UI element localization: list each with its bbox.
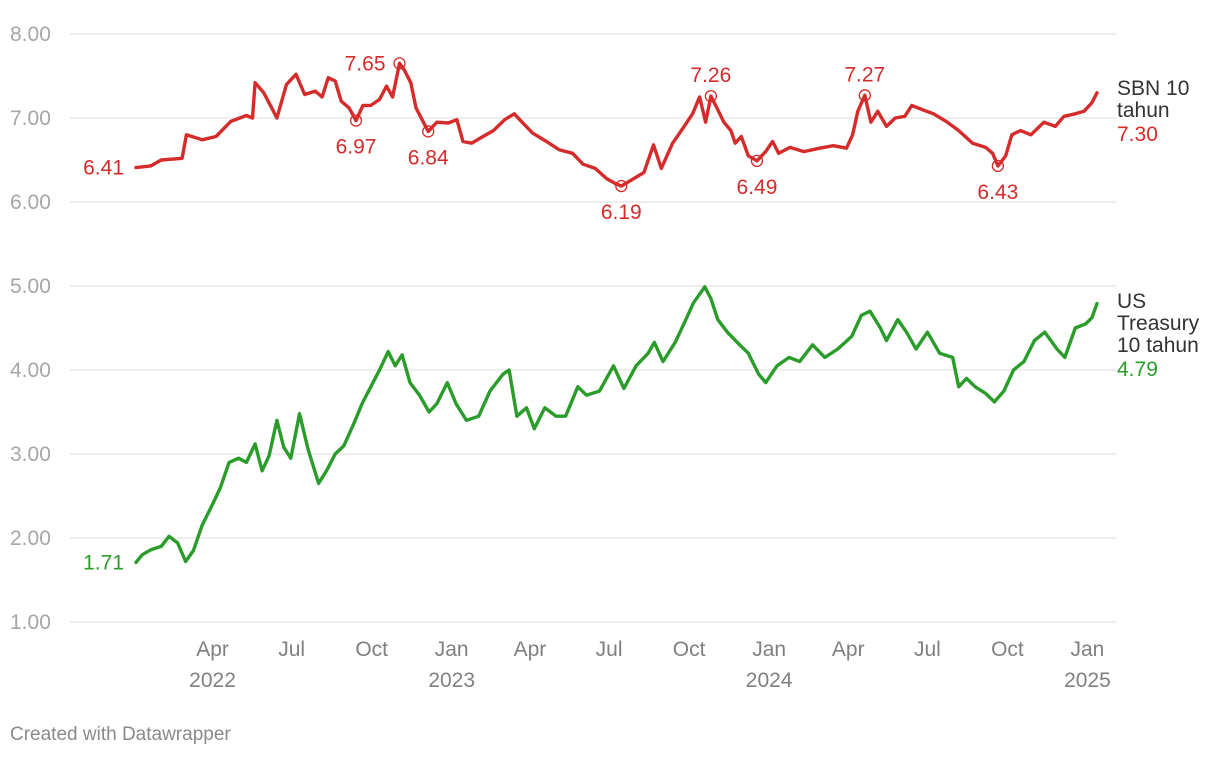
y-tick-label: 7.00	[10, 107, 51, 130]
credit-text: Created with Datawrapper	[10, 724, 231, 745]
y-tick-label: 5.00	[10, 275, 51, 298]
y-tick-label: 2.00	[10, 527, 51, 550]
x-tick-label: Apr	[832, 638, 865, 661]
x-axis: Apr 2022 Jul Oct Jan 2023 Apr Jul Oct Jan 2024 Apr J…	[189, 638, 1111, 692]
y-tick-label: 6.00	[10, 191, 51, 214]
y-tick-label: 1.00	[10, 611, 51, 634]
x-tick-label: Oct	[673, 638, 706, 661]
x-tick-label: Apr	[514, 638, 547, 661]
x-tick-label: Apr	[196, 638, 229, 661]
annotation-label: 6.84	[408, 146, 449, 169]
y-tick-label: 4.00	[10, 359, 51, 382]
series-name-label: SBN 10	[1117, 77, 1189, 100]
annotation-marker	[393, 57, 406, 70]
y-tick-label: 3.00	[10, 443, 51, 466]
annotation-dot	[619, 184, 623, 188]
annotation-label: 6.19	[601, 201, 642, 224]
annotation-marker	[750, 154, 764, 167]
series-end-value: 7.30	[1117, 123, 1158, 146]
series-start-label: 6.41	[83, 157, 124, 180]
x-tick-label: Jan	[435, 638, 469, 661]
x-tick-label: Jul	[278, 638, 305, 661]
x-tick-year: 2025	[1064, 669, 1111, 692]
x-tick-year: 2022	[189, 669, 236, 692]
x-tick-label: Jan	[752, 638, 786, 661]
y-axis: 8.00 7.00 6.00 5.00 4.00 3.00 2.00 1.00	[10, 23, 51, 634]
annotation-marker	[615, 179, 628, 193]
annotation-dot	[426, 129, 430, 134]
annotation-label: 6.43	[977, 181, 1018, 204]
annotation-dot	[996, 164, 1000, 168]
y-tick-label: 8.00	[10, 23, 51, 46]
series-name-label: Treasury	[1117, 312, 1200, 335]
series-line	[134, 285, 1099, 565]
annotation-marker	[858, 89, 871, 102]
annotation-dot	[354, 118, 358, 123]
series-name-label: 10 tahun	[1117, 334, 1199, 357]
annotation-dot	[863, 93, 867, 97]
annotation-label: 6.49	[737, 176, 778, 199]
series-name-label: US	[1117, 290, 1146, 313]
x-tick-year: 2024	[746, 669, 793, 692]
x-tick-year: 2023	[428, 669, 475, 692]
annotation-dot	[755, 159, 759, 163]
annotation-dot	[397, 61, 402, 65]
annotation-label: 7.65	[345, 52, 386, 75]
x-tick-label: Jul	[914, 638, 941, 661]
series-line	[134, 61, 1099, 188]
gridlines	[70, 33, 1116, 623]
x-tick-label: Jul	[596, 638, 623, 661]
x-tick-label: Oct	[355, 638, 388, 661]
annotation-marker	[349, 114, 363, 127]
series-start-label: 1.71	[83, 551, 124, 574]
annotation-label: 7.26	[690, 64, 731, 87]
annotation-label: 6.97	[336, 136, 377, 159]
series-end-value: 4.79	[1117, 358, 1158, 381]
series-name-label: tahun	[1117, 99, 1170, 122]
x-tick-label: Oct	[991, 638, 1024, 661]
annotations: 6.97 7.65 6.84 6.19 7.26 6.49 7.27 6.43	[336, 52, 1019, 224]
annotation-label: 7.27	[844, 63, 885, 86]
annotation-marker	[704, 90, 718, 103]
annotation-dot	[709, 94, 713, 98]
annotation-marker	[991, 159, 1005, 173]
annotation-marker	[422, 125, 435, 138]
series-lines	[134, 61, 1099, 565]
x-tick-label: Jan	[1071, 638, 1105, 661]
